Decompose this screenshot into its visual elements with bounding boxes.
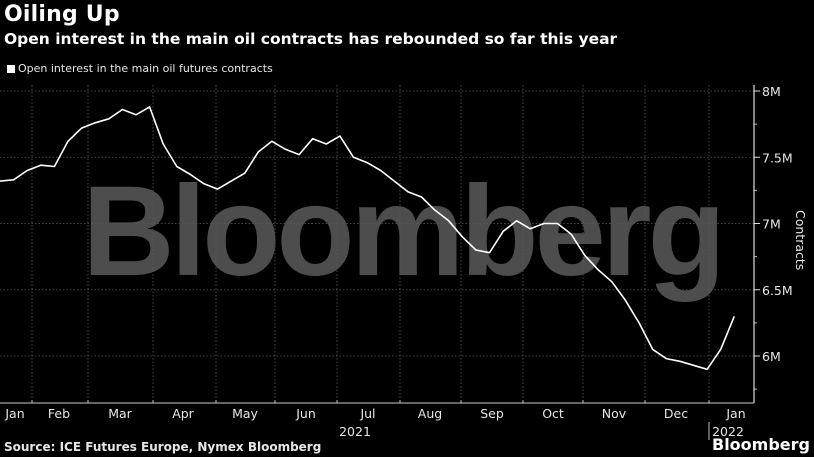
legend-swatch: [7, 64, 15, 73]
x-tick-label: Nov: [602, 406, 627, 421]
axes: 8M 7.5M 7M 6.5M 6M Jan Feb Mar Apr May Jun Jul Aug Se…: [0, 84, 793, 421]
x-year-2021: 2021: [339, 424, 371, 439]
brand-text: Bloomberg: [712, 435, 810, 454]
x-tick-label: Feb: [48, 406, 70, 421]
x-tick-label: Dec: [664, 406, 688, 421]
chart-title: Oiling Up: [4, 2, 120, 27]
watermark: Bloomberg: [82, 160, 722, 303]
source-note: Source: ICE Futures Europe, Nymex Bloomb…: [4, 440, 322, 454]
legend: Open interest in the main oil futures co…: [7, 62, 273, 75]
x-tick-label: Oct: [542, 406, 564, 421]
y-tick-label: 7M: [762, 217, 781, 232]
y-tick-label: 6M: [762, 349, 781, 364]
y-tick-label: 8M: [762, 84, 781, 99]
x-tick-label: Jan: [725, 406, 745, 421]
x-tick-label: Jan: [4, 406, 24, 421]
y-axis-label: Contracts: [793, 210, 808, 270]
x-tick-label: Sep: [480, 406, 504, 421]
legend-label: Open interest in the main oil futures co…: [18, 62, 273, 75]
x-tick-label: Apr: [172, 406, 194, 421]
x-tick-label: Mar: [108, 406, 132, 421]
chart-subtitle: Open interest in the main oil contracts …: [4, 30, 618, 48]
x-tick-label: Jun: [295, 406, 316, 421]
y-tick-label: 6.5M: [762, 283, 793, 298]
x-tick-label: May: [232, 406, 258, 421]
y-tick-label: 7.5M: [762, 150, 793, 165]
x-year-2022: 2022: [712, 424, 744, 439]
data-line: [0, 106, 736, 371]
x-tick-label: Jul: [359, 406, 375, 421]
brand-logo: Bloomberg: [712, 435, 814, 454]
x-tick-label: Aug: [418, 406, 442, 421]
